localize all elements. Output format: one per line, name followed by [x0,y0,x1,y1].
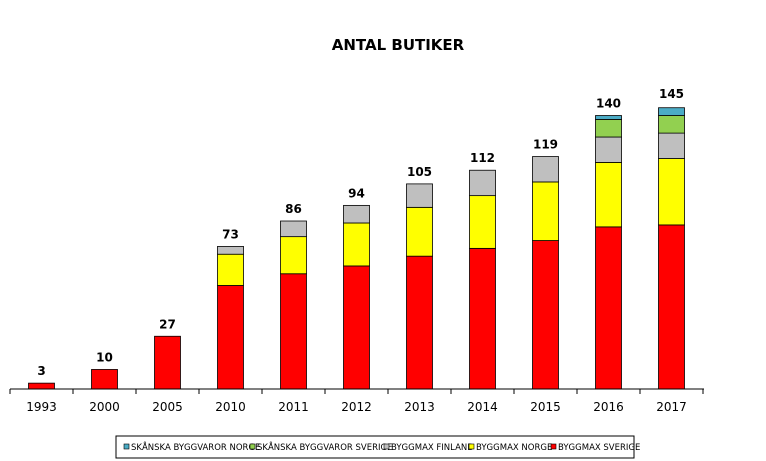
bar-segment-2015-series-0 [532,240,559,390]
total-label: 94 [348,186,365,200]
bar-segment-2017-series-1 [658,158,685,226]
bar-segment-2013-series-0 [406,255,433,390]
bar-segment-2014-series-0 [469,247,496,390]
chart-title: ANTAL BUTIKER [332,36,465,54]
bar-segment-2014-series-2 [469,169,496,197]
bar-segment-2010-series-0 [217,285,244,390]
legend-swatch [123,443,130,450]
bar-segment-2016-series-2 [595,136,622,163]
bar-segment-2013-series-1 [406,206,433,257]
bar-segment-2016-series-1 [595,162,622,228]
bars-group [28,107,685,390]
bar-segment-2015-series-1 [532,181,559,241]
bar-segment-2013-series-2 [406,183,433,208]
x-tick-label: 2016 [593,400,624,414]
legend-swatch [550,443,557,450]
total-label: 112 [470,151,495,165]
bar-segment-2014-series-1 [469,195,496,249]
legend-label: SKÅNSKA BYGGVAROR SVERIGE [257,441,392,453]
totals-group: 3 10 27 73 86 94 105 112 119 140 145 [37,87,684,378]
total-label: 145 [659,87,684,101]
bar-segment-1993-series-0 [28,382,55,390]
bar-segment-2017-series-3 [658,115,685,134]
x-tick-label: 2000 [89,400,120,414]
total-label: 86 [285,202,302,216]
x-tick-label: 2015 [530,400,561,414]
bar-segment-2010-series-1 [217,253,244,286]
x-tick-label: 2010 [215,400,246,414]
total-label: 105 [407,165,432,179]
total-label: 140 [596,97,621,111]
bar-segment-2012-series-2 [343,204,370,224]
bar-segment-2000-series-0 [91,369,118,390]
x-ticks-group: 1993 2000 2005 2010 2011 2012 2013 2014 2015 2016… [9,389,704,414]
bar-segment-2011-series-2 [280,220,307,238]
total-label: 119 [533,138,558,152]
bar-segment-2017-series-2 [658,132,685,159]
legend-label: BYGGMAX FINLAND [391,443,474,453]
total-label: 73 [222,227,239,241]
total-label: 3 [37,364,45,378]
bar-segment-2005-series-0 [154,335,181,390]
legend-box [115,435,635,459]
bar-segment-2011-series-1 [280,236,307,275]
bar-segment-2017-series-0 [658,224,685,390]
x-tick-label: 1993 [26,400,57,414]
total-label: 10 [96,350,113,364]
x-tick-label: 2017 [656,400,687,414]
bar-segment-2016-series-4 [595,115,622,120]
bar-segment-2017-series-4 [658,107,685,116]
x-tick-label: 2011 [278,400,309,414]
x-tick-label: 2014 [467,400,498,414]
total-label: 27 [159,317,176,331]
x-tick-label: 2013 [404,400,435,414]
bar-segment-2012-series-0 [343,265,370,390]
legend-swatch [468,443,475,450]
bar-segment-2010-series-2 [217,246,244,255]
legend-label: BYGGMAX SVERIGE [558,443,640,453]
legend-label: SKÅNSKA BYGGVAROR NORGE [131,441,260,453]
x-tick-label: 2012 [341,400,372,414]
legend-swatch [249,443,256,450]
bar-segment-2016-series-0 [595,226,622,390]
bar-segment-2011-series-0 [280,273,307,390]
bar-segment-2012-series-1 [343,222,370,267]
x-tick-label: 2005 [152,400,183,414]
bar-segment-2015-series-2 [532,156,559,183]
bar-segment-2016-series-3 [595,119,622,138]
legend-swatch [383,443,390,450]
legend-label: BYGGMAX NORGE [476,443,552,453]
